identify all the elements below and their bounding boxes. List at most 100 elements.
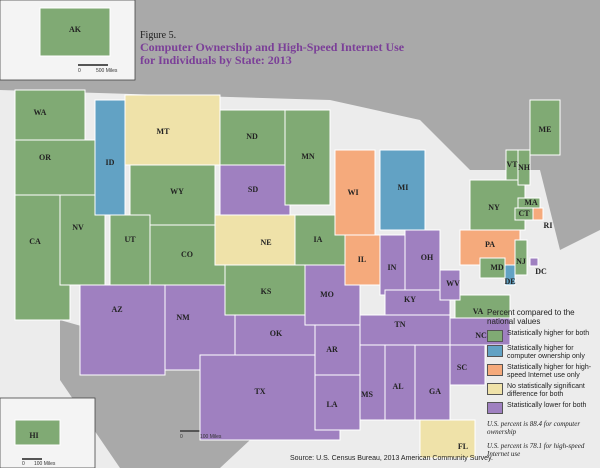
state-shape bbox=[214, 214, 301, 266]
state-shape bbox=[334, 149, 376, 236]
legend-swatch bbox=[487, 330, 503, 342]
scale-end: 100 Miles bbox=[34, 461, 56, 467]
legend-swatch bbox=[487, 364, 503, 376]
state-label: AZ bbox=[111, 305, 122, 314]
legend-swatch bbox=[487, 383, 503, 395]
state-shape bbox=[219, 109, 286, 166]
state-label: AR bbox=[326, 345, 338, 354]
state-label: WA bbox=[34, 108, 47, 117]
legend-label: Statistically higher for computer owners… bbox=[507, 345, 585, 360]
state-label: SC bbox=[457, 363, 467, 372]
state-label: WI bbox=[347, 188, 358, 197]
legend-label: No statistically significant difference … bbox=[507, 383, 585, 398]
source: Source: U.S. Census Bureau, 2013 America… bbox=[290, 455, 493, 462]
note: U.S. percent is 78.1 for high-speed Inte… bbox=[487, 442, 585, 458]
legend-label: Statistically higher for high-speed Inte… bbox=[507, 364, 592, 379]
state-label: VA bbox=[473, 307, 484, 316]
legend-item: Statistically higher for computer owners… bbox=[487, 345, 597, 361]
state-label: ND bbox=[246, 132, 258, 141]
state-shape bbox=[439, 269, 461, 301]
state-shape bbox=[344, 234, 381, 286]
state-label: NV bbox=[72, 223, 84, 232]
state-label: TN bbox=[394, 320, 405, 329]
scale-bar bbox=[22, 458, 42, 460]
state-label: UT bbox=[124, 235, 136, 244]
title-line: Computer Ownership and High-Speed Intern… bbox=[140, 40, 405, 54]
states: AK WA OR CA NV ID MT WY UT CO AZ NM ND SD NE KS OK TX MN IA… bbox=[14, 7, 561, 459]
state-label: NJ bbox=[516, 257, 526, 266]
state-label: AL bbox=[392, 382, 403, 391]
state-shape bbox=[359, 344, 386, 421]
state-shape bbox=[529, 257, 539, 267]
state-shape bbox=[79, 284, 166, 376]
figure-label: Figure 5. bbox=[140, 30, 177, 41]
legend-item: No statistically significant difference … bbox=[487, 383, 597, 399]
legend-item: Statistically higher for high-speed Inte… bbox=[487, 364, 597, 380]
state-shape bbox=[479, 257, 506, 279]
scale-end: 500 Miles bbox=[96, 68, 118, 74]
state-label: DC bbox=[535, 267, 547, 276]
scale-end: 100 Miles bbox=[200, 434, 222, 440]
state-shape bbox=[449, 344, 486, 386]
state-shape bbox=[284, 109, 331, 206]
state-shape bbox=[454, 294, 511, 319]
scale-start: 0 bbox=[180, 434, 183, 440]
state-label: NM bbox=[176, 313, 190, 322]
state-label: SD bbox=[248, 185, 258, 194]
state-label: AK bbox=[69, 25, 82, 34]
state-label: IN bbox=[388, 263, 397, 272]
scale-bar bbox=[78, 64, 108, 66]
state-label: HI bbox=[29, 431, 38, 440]
state-shape bbox=[384, 289, 451, 316]
state-label: KY bbox=[404, 295, 416, 304]
state-label: CA bbox=[29, 237, 41, 246]
state-shape bbox=[219, 164, 291, 216]
state-shape bbox=[469, 179, 526, 231]
state-shape bbox=[109, 214, 151, 286]
state-label: TX bbox=[254, 387, 265, 396]
state-label: WV bbox=[446, 279, 460, 288]
state-label: NC bbox=[475, 331, 487, 340]
state-label: PA bbox=[485, 240, 495, 249]
state-shape bbox=[514, 239, 528, 276]
legend-title: Percent compared to the national values bbox=[487, 308, 575, 326]
title-line: for Individuals by State: 2013 bbox=[140, 53, 292, 67]
legend: Percent compared to the national values … bbox=[487, 308, 597, 458]
legend-swatch bbox=[487, 345, 503, 357]
state-shape bbox=[14, 419, 61, 446]
legend-label: Statistically higher for both bbox=[507, 330, 590, 337]
state-label: NE bbox=[260, 238, 271, 247]
state-label: KS bbox=[261, 287, 272, 296]
state-shape bbox=[379, 149, 426, 231]
state-label: GA bbox=[429, 387, 441, 396]
canada bbox=[0, 0, 600, 250]
state-shape bbox=[419, 419, 476, 459]
state-shape bbox=[379, 234, 406, 296]
state-label: OR bbox=[39, 153, 51, 162]
legend-item: Statistically higher for both bbox=[487, 330, 597, 342]
state-label: FL bbox=[458, 442, 468, 451]
state-label: RI bbox=[544, 221, 553, 230]
state-label: OK bbox=[270, 329, 283, 338]
legend-items: Statistically higher for both Statistical… bbox=[487, 330, 597, 414]
legend-item: Statistically lower for both bbox=[487, 402, 597, 414]
scale-start: 0 bbox=[22, 461, 25, 467]
title-block: Figure 5. Computer Ownership and High-Sp… bbox=[140, 30, 470, 67]
state-shape bbox=[39, 7, 111, 57]
state-label: LA bbox=[326, 400, 337, 409]
state-label: MI bbox=[398, 183, 409, 192]
state-label: MD bbox=[490, 263, 504, 272]
legend-label: Statistically lower for both bbox=[507, 402, 587, 409]
state-shape bbox=[359, 314, 451, 346]
state-shape bbox=[149, 224, 226, 286]
state-label: WY bbox=[170, 187, 184, 196]
state-shape bbox=[529, 99, 561, 156]
state-label: MN bbox=[301, 152, 315, 161]
state-label: IL bbox=[358, 255, 366, 264]
state-label: OH bbox=[421, 253, 434, 262]
state-label: ID bbox=[106, 158, 115, 167]
state-shape bbox=[517, 149, 531, 186]
state-label: MS bbox=[361, 390, 374, 399]
state-shape bbox=[532, 207, 544, 221]
